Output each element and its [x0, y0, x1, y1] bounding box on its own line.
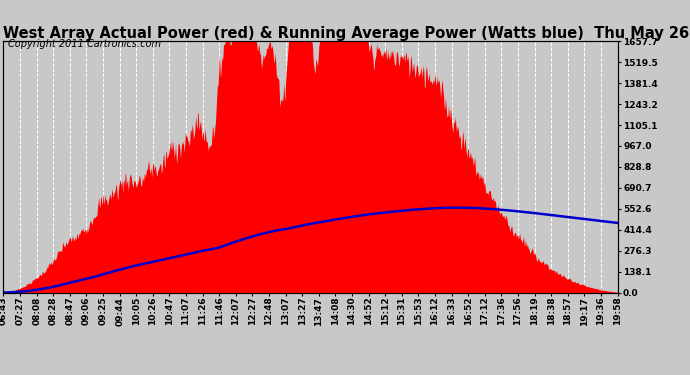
Text: Copyright 2011 Cartronics.com: Copyright 2011 Cartronics.com	[8, 39, 161, 50]
Text: West Array Actual Power (red) & Running Average Power (Watts blue)  Thu May 26 2: West Array Actual Power (red) & Running …	[3, 26, 690, 41]
